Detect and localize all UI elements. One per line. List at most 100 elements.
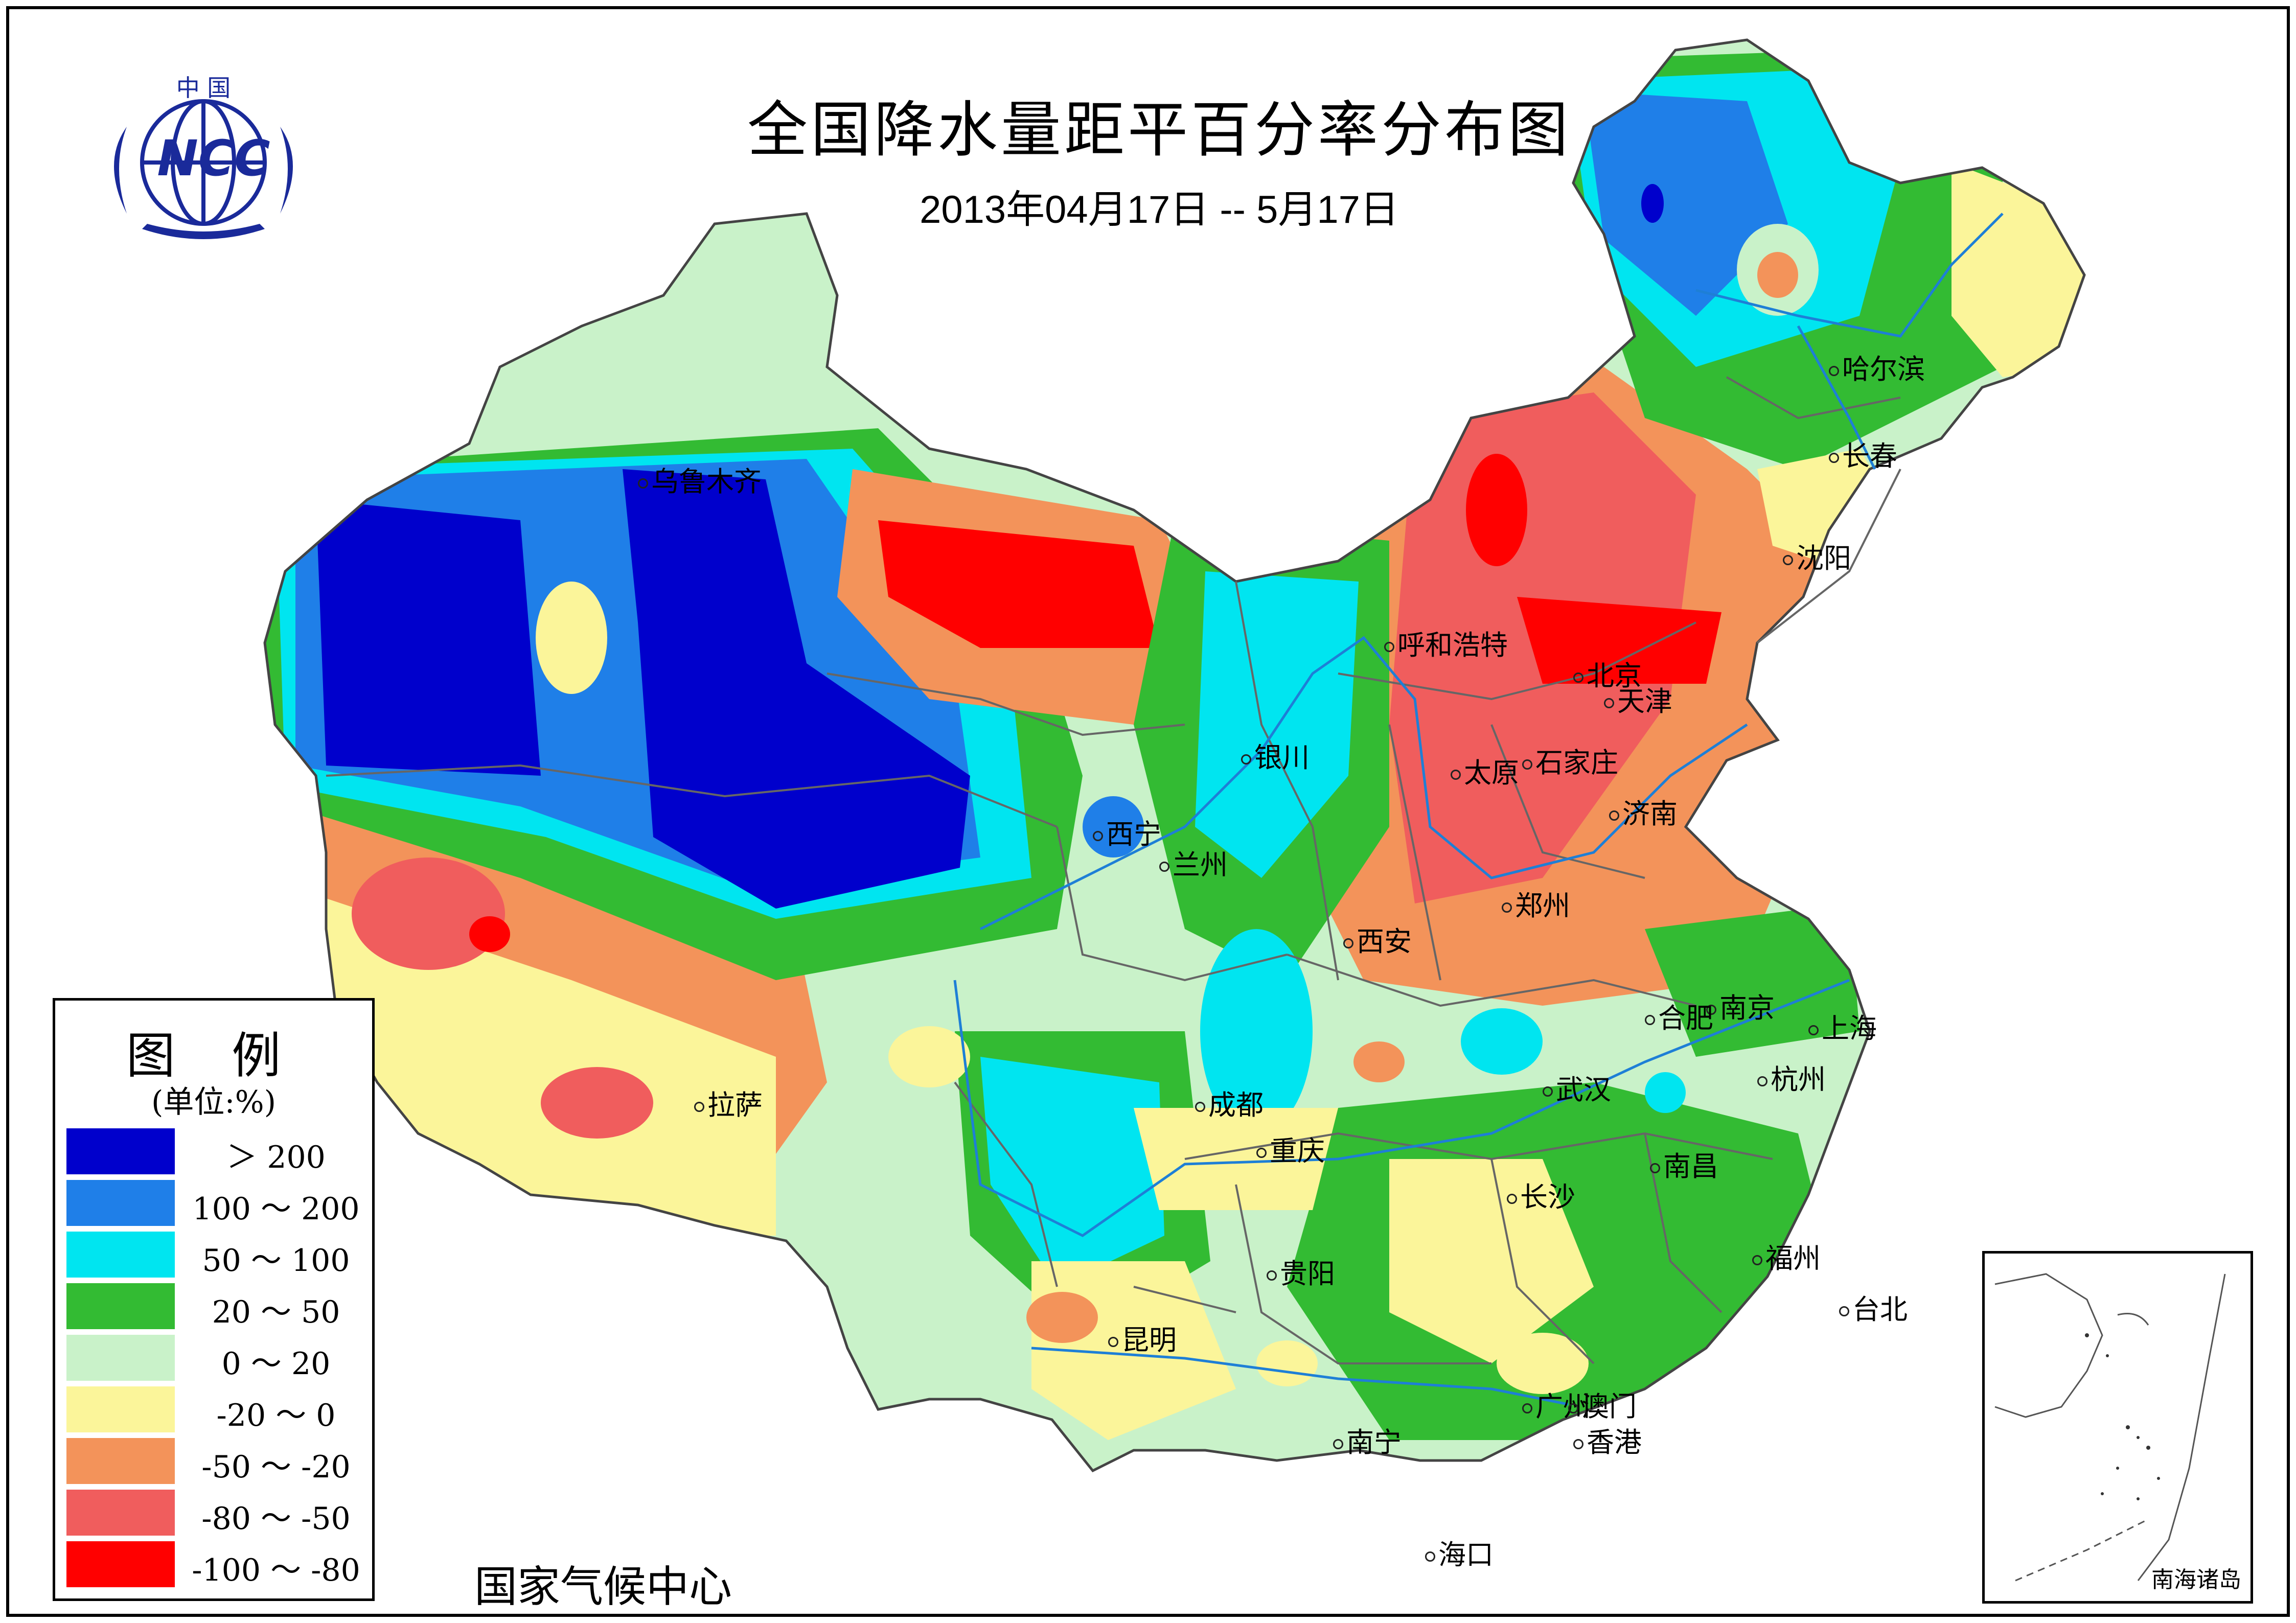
city-label: 太原: [1451, 750, 1519, 791]
city-label: 贵阳: [1267, 1251, 1335, 1291]
city-name: 南京: [1719, 992, 1775, 1024]
city-name: 银川: [1254, 741, 1310, 774]
legend-label: -80 ～ -50: [201, 1501, 351, 1537]
city-label: 福州: [1752, 1236, 1821, 1276]
city-marker-icon: [1573, 673, 1583, 683]
city-name: 台北: [1852, 1293, 1908, 1326]
ncc-logo: 中 国 NCC: [114, 74, 293, 239]
city-label: 长春: [1829, 433, 1897, 474]
city-label: 银川: [1241, 735, 1310, 775]
city-name: 海口: [1438, 1539, 1494, 1571]
city-label: 天津: [1604, 679, 1672, 719]
city-name: 澳门: [1581, 1390, 1637, 1423]
city-name: 合肥: [1658, 1002, 1713, 1034]
city-name: 郑州: [1515, 890, 1570, 922]
city-marker-icon: [1522, 1403, 1532, 1414]
city-name: 西宁: [1106, 818, 1161, 850]
city-name: 北京: [1587, 660, 1642, 692]
legend-item: -100 ～ -80: [66, 1541, 373, 1588]
legend-item: -50 ～ -20: [66, 1438, 373, 1485]
city-marker-icon: [1706, 1005, 1716, 1015]
city-name: 济南: [1622, 798, 1678, 830]
city-label: 合肥: [1645, 995, 1713, 1036]
city-label: 呼和浩特: [1384, 622, 1508, 663]
legend: 图 例 (单位:%) ＞ 200 100 ～ 200 50 ～ 100 20 ～ 50…: [53, 998, 375, 1601]
legend-label: 0 ～ 20: [221, 1346, 331, 1382]
city-marker-icon: [1343, 938, 1353, 949]
legend-item: 0 ～ 20: [66, 1335, 373, 1382]
city-label: 昆明: [1108, 1317, 1177, 1358]
city-marker-icon: [1543, 1086, 1553, 1097]
city-label: 成都: [1195, 1082, 1264, 1123]
city-name: 太原: [1464, 757, 1519, 789]
city-marker-icon: [1783, 555, 1793, 566]
city-marker-icon: [1829, 453, 1839, 463]
city-label: 上海: [1808, 1006, 1877, 1046]
legend-title: 图 例: [126, 1027, 302, 1084]
china-outline: [263, 38, 2086, 1473]
city-marker-icon: [1829, 366, 1839, 377]
city-name: 长春: [1842, 440, 1897, 472]
city-name: 天津: [1617, 685, 1672, 717]
legend-swatch: [66, 1438, 175, 1484]
city-marker-icon: [1502, 902, 1512, 913]
city-label: 澳门: [1568, 1384, 1637, 1424]
city-name: 呼和浩特: [1397, 629, 1508, 661]
city-label: 香港: [1573, 1420, 1642, 1460]
agency-name: 国家气候中心: [474, 1562, 732, 1612]
city-marker-icon: [1195, 1102, 1205, 1112]
city-label: 西安: [1343, 919, 1412, 959]
city-label: 台北: [1839, 1287, 1908, 1327]
city-label: 北京: [1573, 653, 1642, 693]
city-marker-icon: [1757, 1076, 1767, 1087]
city-name: 香港: [1587, 1426, 1642, 1458]
city-name: 武汉: [1556, 1074, 1611, 1106]
legend-swatch: [66, 1283, 175, 1329]
city-marker-icon: [1568, 1403, 1578, 1414]
city-label: 武汉: [1543, 1067, 1611, 1107]
city-marker-icon: [638, 478, 648, 489]
legend-item: -80 ～ -50: [66, 1490, 373, 1537]
city-marker-icon: [1241, 754, 1251, 765]
city-name: 南宁: [1346, 1426, 1402, 1458]
legend-swatch: [66, 1128, 175, 1174]
city-name: 哈尔滨: [1842, 353, 1925, 385]
city-name: 西安: [1357, 925, 1412, 958]
city-marker-icon: [1108, 1337, 1118, 1348]
legend-swatch: [66, 1232, 175, 1278]
city-name: 杭州: [1771, 1063, 1826, 1096]
city-marker-icon: [1604, 698, 1614, 709]
city-name: 福州: [1765, 1242, 1821, 1274]
city-marker-icon: [1650, 1163, 1660, 1174]
city-name: 兰州: [1173, 849, 1228, 881]
city-label: 南宁: [1333, 1420, 1402, 1460]
legend-swatch: [66, 1180, 175, 1226]
inset-map: [1994, 1273, 2226, 1582]
logo-top-text: 中 国: [176, 74, 231, 102]
legend-label: ＞ 200: [226, 1140, 326, 1175]
city-marker-icon: [694, 1102, 704, 1112]
city-name: 长沙: [1520, 1181, 1575, 1213]
city-marker-icon: [1093, 831, 1103, 842]
legend-item: ＞ 200: [66, 1128, 373, 1175]
precipitation-map: [263, 38, 2086, 1473]
city-marker-icon: [1522, 759, 1532, 770]
city-label: 南京: [1706, 985, 1775, 1026]
legend-label: 100 ～ 200: [192, 1191, 360, 1227]
city-marker-icon: [1609, 810, 1619, 821]
legend-swatch: [66, 1386, 175, 1432]
city-label: 兰州: [1159, 842, 1228, 883]
city-label: 沈阳: [1783, 536, 1851, 576]
city-label: 南昌: [1650, 1144, 1718, 1184]
city-name: 贵阳: [1280, 1258, 1335, 1290]
legend-swatch: [66, 1335, 175, 1381]
inset-label: 南海诸岛: [2151, 1567, 2241, 1593]
city-name: 上海: [1822, 1012, 1877, 1045]
legend-label: 50 ～ 100: [202, 1243, 350, 1279]
province-borders: [326, 376, 1901, 1364]
city-marker-icon: [1159, 862, 1169, 872]
city-name: 广州: [1535, 1390, 1591, 1423]
rivers: [953, 213, 2004, 1406]
city-label: 哈尔滨: [1829, 346, 1925, 387]
city-label: 广州: [1522, 1384, 1591, 1424]
